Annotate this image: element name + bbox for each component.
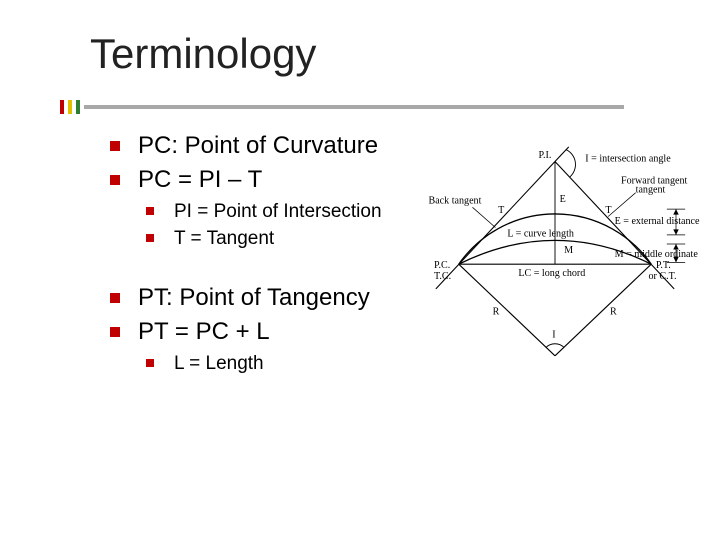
- bullet-text: L = Length: [174, 353, 264, 374]
- label-pc2: T.C.: [434, 271, 451, 282]
- label-T-left: T: [498, 205, 504, 216]
- bullet-square-icon: [110, 293, 120, 303]
- bullet-text: PT: Point of Tangency: [138, 284, 370, 311]
- label-R-left: R: [493, 307, 500, 318]
- bullet-level2: T = Tangent: [110, 226, 400, 252]
- curve-diagram: P.I. Back tangent Forward tangent tangen…: [395, 145, 715, 365]
- label-back-tangent: Back tangent: [429, 196, 482, 207]
- bullet-square-icon: [110, 141, 120, 151]
- bullet-square-icon: [146, 207, 154, 215]
- bullet-square-icon: [110, 327, 120, 337]
- bullet-list: PC: Point of Curvature PC = PI – T PI = Po…: [110, 130, 400, 378]
- label-pi: P.I.: [539, 150, 552, 161]
- page-title: Terminology: [60, 30, 316, 78]
- bullet-level1: PT: Point of Tangency: [110, 282, 400, 314]
- underline-bar: [84, 105, 624, 109]
- label-pt2: or C.T.: [649, 271, 677, 282]
- label-intersection-angle: I = intersection angle: [585, 154, 671, 165]
- label-forward-tangent-2: tangent: [636, 185, 666, 196]
- bullet-square-icon: [110, 175, 120, 185]
- label-L-curve: L = curve length: [507, 229, 574, 240]
- label-I-center: I: [552, 330, 555, 341]
- label-pc1: P.C.: [434, 260, 450, 271]
- bullet-text: PC = PI – T: [138, 166, 262, 193]
- label-E: E: [560, 194, 566, 205]
- bullet-level1: PT = PC + L: [110, 316, 400, 348]
- title-block: Terminology: [60, 30, 316, 78]
- bullet-level1: PC = PI – T: [110, 164, 400, 196]
- bullet-gap: [110, 254, 400, 282]
- bullet-text: PT = PC + L: [138, 318, 270, 345]
- label-T-right: T: [605, 205, 611, 216]
- diagram-labels: P.I. Back tangent Forward tangent tangen…: [429, 150, 700, 341]
- label-E-ext: E = external distance: [615, 216, 700, 227]
- bullet-level2: L = Length: [110, 351, 400, 377]
- bullet-square-icon: [146, 234, 154, 242]
- label-M-mid: M = middle ordinate: [615, 249, 699, 260]
- bullet-text: PC: Point of Curvature: [138, 132, 378, 159]
- bullet-text: PI = Point of Intersection: [174, 201, 382, 222]
- title-underline: [60, 100, 360, 114]
- bullet-level2: PI = Point of Intersection: [110, 199, 400, 225]
- label-lc: LC = long chord: [518, 268, 585, 279]
- bullet-text: T = Tangent: [174, 228, 274, 249]
- label-pt1: P.T.: [656, 260, 671, 271]
- bullet-level1: PC: Point of Curvature: [110, 130, 400, 162]
- slide: Terminology PC: Point of Curvature PC = P…: [0, 0, 720, 540]
- underline-tick-green: [76, 100, 80, 114]
- underline-tick-yellow: [68, 100, 72, 114]
- underline-tick-red: [60, 100, 64, 114]
- label-M: M: [564, 245, 573, 256]
- bullet-square-icon: [146, 359, 154, 367]
- label-R-right: R: [610, 307, 617, 318]
